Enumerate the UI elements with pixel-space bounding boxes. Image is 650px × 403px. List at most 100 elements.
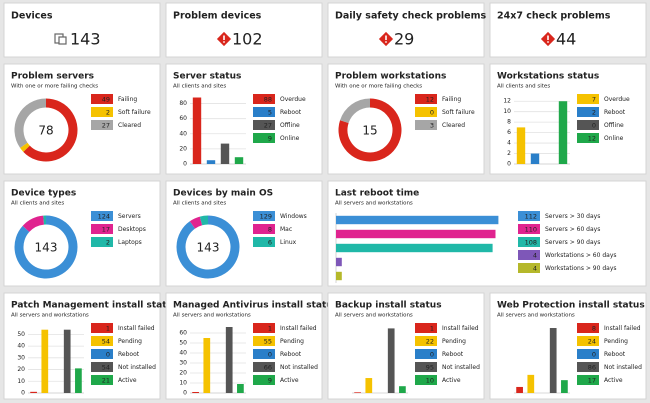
legend-swatch	[91, 336, 113, 346]
y-tick-label: 10	[179, 380, 187, 387]
donut-segment	[338, 98, 402, 162]
kpi-card	[489, 2, 647, 58]
bar	[75, 368, 82, 393]
kpi-title: Daily safety check problems	[335, 11, 486, 22]
legend-label: Workstations > 90 days	[545, 265, 617, 272]
legend-value: 12	[588, 135, 596, 143]
legend-swatch	[91, 323, 113, 333]
legend-swatch	[91, 211, 113, 221]
legend-label: Reboot	[442, 351, 464, 358]
chart-title: Last reboot time	[335, 189, 419, 199]
legend-value: 88	[264, 96, 272, 104]
chart-title: Server status	[173, 72, 241, 82]
legend-swatch	[518, 263, 540, 273]
legend-swatch	[518, 211, 540, 221]
legend-label: Not installed	[280, 364, 318, 371]
legend-swatch	[577, 94, 599, 104]
legend-value: 24	[588, 338, 596, 346]
chart-subtitle: All clients and sites	[497, 84, 550, 90]
legend-value: 22	[426, 338, 434, 346]
legend-value: 8	[268, 226, 272, 234]
alert-icon-dot	[547, 41, 549, 43]
bar	[203, 338, 211, 393]
legend-value: 21	[102, 377, 110, 385]
legend-swatch	[415, 94, 437, 104]
legend-swatch	[253, 224, 275, 234]
legend-value: 54	[102, 338, 110, 346]
device-icon-2	[58, 36, 67, 45]
legend-swatch	[253, 237, 275, 247]
bar	[192, 97, 202, 164]
chart-subtitle: With one or more failing checks	[11, 84, 98, 90]
legend-label: Failing	[118, 96, 137, 103]
legend-swatch	[91, 237, 113, 247]
legend-value: 124	[98, 213, 110, 221]
legend-swatch	[91, 375, 113, 385]
chart-title: Patch Management install status	[11, 301, 178, 311]
legend-swatch	[415, 336, 437, 346]
legend-swatch	[415, 107, 437, 117]
donut-total: 143	[35, 241, 58, 255]
legend-swatch	[253, 336, 275, 346]
legend-label: Desktops	[118, 226, 146, 233]
kpi-title: Devices	[11, 11, 53, 22]
legend-swatch	[253, 133, 275, 143]
legend-value: 0	[592, 351, 596, 359]
bar	[220, 143, 230, 164]
legend-value: 7	[592, 96, 596, 104]
y-tick-label: 10	[503, 108, 511, 115]
y-tick-label: 40	[179, 350, 187, 357]
legend-swatch	[253, 107, 275, 117]
legend-value: 0	[592, 122, 596, 130]
chart-subtitle: All clients and sites	[173, 84, 226, 90]
legend-value: 0	[430, 351, 434, 359]
bar	[516, 386, 523, 393]
legend-label: Active	[442, 377, 461, 384]
kpi-value: 102	[232, 30, 263, 49]
legend-swatch	[253, 323, 275, 333]
bar	[63, 329, 71, 393]
chart-subtitle: All clients and sites	[173, 201, 226, 207]
bar	[527, 374, 535, 393]
legend-swatch	[577, 323, 599, 333]
bar	[387, 328, 395, 393]
legend-value: 49	[102, 96, 110, 104]
legend-value: 4	[533, 252, 537, 260]
legend-label: Offline	[280, 122, 300, 129]
legend-value: 108	[525, 239, 537, 247]
legend-swatch	[253, 375, 275, 385]
y-tick-label: 20	[179, 370, 187, 377]
legend-value: 2	[106, 109, 110, 117]
chart-card	[489, 63, 647, 175]
legend-label: Servers > 30 days	[545, 213, 600, 220]
legend-label: Active	[604, 377, 623, 384]
legend-label: Install failed	[118, 325, 155, 332]
legend-value: 1	[430, 325, 434, 333]
legend-swatch	[415, 362, 437, 372]
legend-swatch	[577, 375, 599, 385]
legend-value: 112	[525, 213, 537, 221]
chart-subtitle: With one or more failing checks	[335, 84, 422, 90]
chart-subtitle: All servers and workstations	[335, 313, 413, 319]
kpi-title: 24x7 check problems	[497, 11, 611, 22]
legend-swatch	[577, 349, 599, 359]
chart-title: Devices by main OS	[173, 189, 273, 199]
legend-swatch	[253, 349, 275, 359]
y-tick-label: 80	[179, 100, 187, 107]
legend-label: Online	[604, 135, 624, 142]
legend-value: 55	[264, 338, 272, 346]
legend-label: Online	[280, 135, 300, 142]
y-tick-label: 30	[17, 354, 25, 361]
chart-card	[489, 292, 647, 400]
legend-value: 5	[268, 109, 272, 117]
donut-total: 78	[38, 124, 53, 138]
y-tick-label: 0	[183, 161, 187, 168]
y-tick-label: 40	[179, 130, 187, 137]
legend-swatch	[91, 107, 113, 117]
legend-swatch	[577, 362, 599, 372]
legend-value: 110	[525, 226, 537, 234]
kpi-card	[327, 2, 485, 58]
legend-value: 8	[592, 325, 596, 333]
legend-value: 3	[430, 122, 434, 130]
